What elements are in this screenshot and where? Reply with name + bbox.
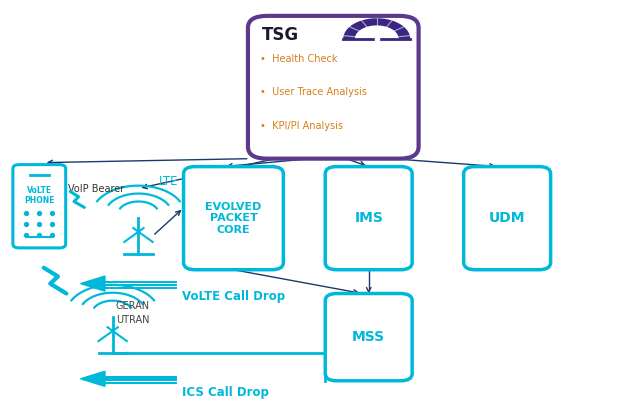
Polygon shape: [80, 276, 105, 291]
Text: •  Health Check: • Health Check: [260, 54, 337, 63]
Text: •  User Trace Analysis: • User Trace Analysis: [260, 87, 366, 97]
Polygon shape: [105, 376, 177, 379]
FancyBboxPatch shape: [464, 166, 551, 270]
Text: GERAN
UTRAN: GERAN UTRAN: [116, 302, 150, 325]
Text: UDM: UDM: [489, 211, 526, 225]
Polygon shape: [105, 287, 177, 289]
Text: EVOLVED
PACKET
CORE: EVOLVED PACKET CORE: [205, 202, 261, 235]
FancyBboxPatch shape: [13, 164, 66, 248]
Text: VoIP Bearer: VoIP Bearer: [68, 184, 124, 194]
Polygon shape: [105, 379, 177, 381]
FancyBboxPatch shape: [325, 166, 412, 270]
Text: •  KPI/PI Analysis: • KPI/PI Analysis: [260, 121, 343, 131]
Polygon shape: [343, 18, 410, 39]
Polygon shape: [105, 284, 177, 286]
Polygon shape: [80, 371, 105, 386]
Text: ICS Call Drop: ICS Call Drop: [182, 385, 269, 399]
Text: VoLTE Call Drop: VoLTE Call Drop: [182, 290, 285, 303]
Text: MSS: MSS: [352, 330, 385, 344]
FancyBboxPatch shape: [325, 294, 412, 381]
FancyBboxPatch shape: [184, 166, 283, 270]
Polygon shape: [105, 382, 177, 384]
Text: LTE: LTE: [159, 175, 178, 188]
Text: IMS: IMS: [354, 211, 383, 225]
Polygon shape: [105, 281, 177, 284]
Text: TSG: TSG: [262, 26, 299, 44]
Text: VoLTE
PHONE: VoLTE PHONE: [24, 186, 55, 205]
FancyBboxPatch shape: [248, 16, 419, 159]
